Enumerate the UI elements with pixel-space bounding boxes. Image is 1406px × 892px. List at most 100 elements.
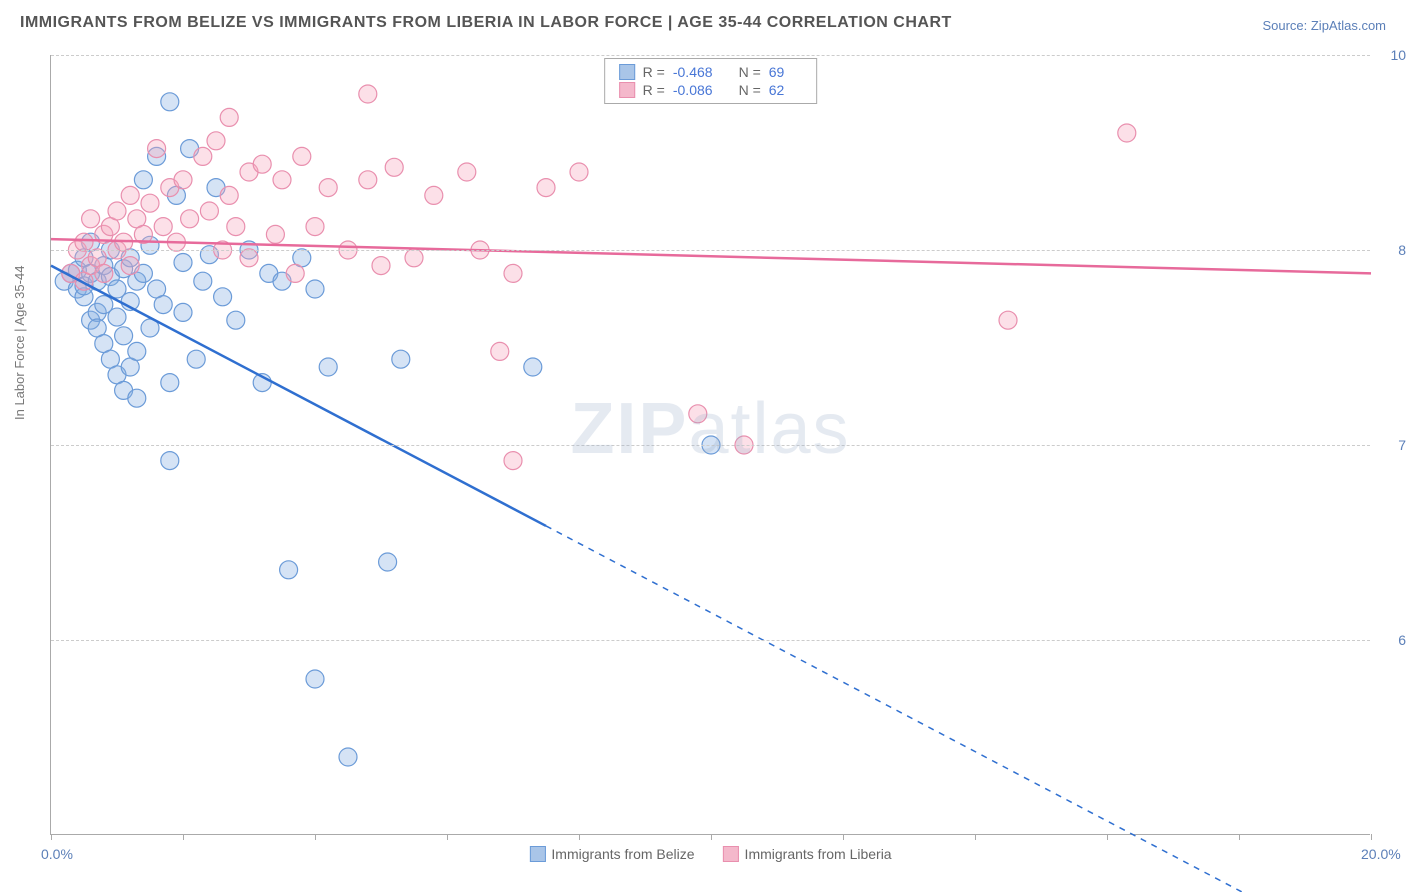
legend-label-belize: Immigrants from Belize (551, 846, 694, 862)
scatter-point (154, 296, 172, 314)
scatter-point (200, 202, 218, 220)
scatter-point (161, 452, 179, 470)
legend-item-belize: Immigrants from Belize (529, 846, 694, 862)
scatter-point (154, 218, 172, 236)
gridline (51, 640, 1370, 641)
scatter-point (108, 308, 126, 326)
y-tick-label: 87.5% (1398, 242, 1406, 258)
n-value-belize: 69 (769, 64, 785, 80)
scatter-point (359, 171, 377, 189)
source-link[interactable]: Source: ZipAtlas.com (1262, 18, 1386, 33)
scatter-point (194, 272, 212, 290)
scatter-point (306, 670, 324, 688)
x-tick (1371, 834, 1372, 840)
swatch-liberia (619, 82, 635, 98)
scatter-point (372, 257, 390, 275)
scatter-point (385, 158, 403, 176)
scatter-point (128, 389, 146, 407)
scatter-point (115, 327, 133, 345)
scatter-point (82, 210, 100, 228)
y-axis-label: In Labor Force | Age 35-44 (12, 266, 27, 420)
y-tick-label: 100.0% (1391, 47, 1406, 63)
scatter-point (504, 452, 522, 470)
scatter-point (359, 85, 377, 103)
scatter-point (266, 225, 284, 243)
scatter-point (504, 264, 522, 282)
scatter-point (319, 358, 337, 376)
x-tick (315, 834, 316, 840)
scatter-point (214, 288, 232, 306)
x-tick (579, 834, 580, 840)
r-label: R = (643, 64, 665, 80)
scatter-point (174, 303, 192, 321)
x-tick-label: 20.0% (1361, 846, 1401, 862)
x-tick (1107, 834, 1108, 840)
scatter-point (537, 179, 555, 197)
scatter-point (425, 186, 443, 204)
scatter-point (134, 171, 152, 189)
scatter-point (141, 194, 159, 212)
scatter-point (570, 163, 588, 181)
scatter-point (319, 179, 337, 197)
scatter-point (121, 186, 139, 204)
x-tick-label: 0.0% (41, 846, 73, 862)
x-tick (843, 834, 844, 840)
swatch-belize (619, 64, 635, 80)
scatter-point (1118, 124, 1136, 142)
x-tick (1239, 834, 1240, 840)
scatter-point (227, 218, 245, 236)
scatter-point (240, 249, 258, 267)
x-tick (975, 834, 976, 840)
r-value-liberia: -0.086 (673, 82, 713, 98)
y-tick-label: 62.5% (1398, 632, 1406, 648)
scatter-point (458, 163, 476, 181)
r-value-belize: -0.468 (673, 64, 713, 80)
x-tick (447, 834, 448, 840)
scatter-point (999, 311, 1017, 329)
scatter-point (689, 405, 707, 423)
scatter-point (253, 155, 271, 173)
scatter-point (220, 108, 238, 126)
scatter-point (273, 171, 291, 189)
gridline (51, 55, 1370, 56)
legend-label-liberia: Immigrants from Liberia (745, 846, 892, 862)
scatter-point (286, 264, 304, 282)
scatter-point (181, 210, 199, 228)
y-tick-label: 75.0% (1398, 437, 1406, 453)
scatter-point (379, 553, 397, 571)
scatter-point (161, 93, 179, 111)
chart-title: IMMIGRANTS FROM BELIZE VS IMMIGRANTS FRO… (20, 14, 952, 32)
n-label: N = (739, 64, 761, 80)
legend-item-liberia: Immigrants from Liberia (723, 846, 892, 862)
x-tick (711, 834, 712, 840)
gridline (51, 250, 1370, 251)
scatter-point (306, 280, 324, 298)
r-label: R = (643, 82, 665, 98)
legend-row-liberia: R = -0.086 N = 62 (619, 81, 803, 99)
n-value-liberia: 62 (769, 82, 785, 98)
plot-area: ZIPatlas R = -0.468 N = 69 R = -0.086 N … (50, 55, 1370, 835)
series-legend: Immigrants from Belize Immigrants from L… (529, 846, 891, 862)
scatter-point (306, 218, 324, 236)
scatter-point (148, 140, 166, 158)
scatter-point (220, 186, 238, 204)
x-tick (51, 834, 52, 840)
scatter-point (121, 257, 139, 275)
scatter-point (280, 561, 298, 579)
correlation-legend: R = -0.468 N = 69 R = -0.086 N = 62 (604, 58, 818, 104)
scatter-point (339, 748, 357, 766)
legend-row-belize: R = -0.468 N = 69 (619, 63, 803, 81)
scatter-point (405, 249, 423, 267)
swatch-liberia-bottom (723, 846, 739, 862)
regression-line-dashed (546, 526, 1371, 892)
scatter-point (293, 147, 311, 165)
x-tick (183, 834, 184, 840)
scatter-point (207, 132, 225, 150)
scatter-point (174, 253, 192, 271)
scatter-point (194, 147, 212, 165)
gridline (51, 445, 1370, 446)
scatter-point (227, 311, 245, 329)
swatch-belize-bottom (529, 846, 545, 862)
scatter-point (161, 374, 179, 392)
scatter-point (491, 342, 509, 360)
